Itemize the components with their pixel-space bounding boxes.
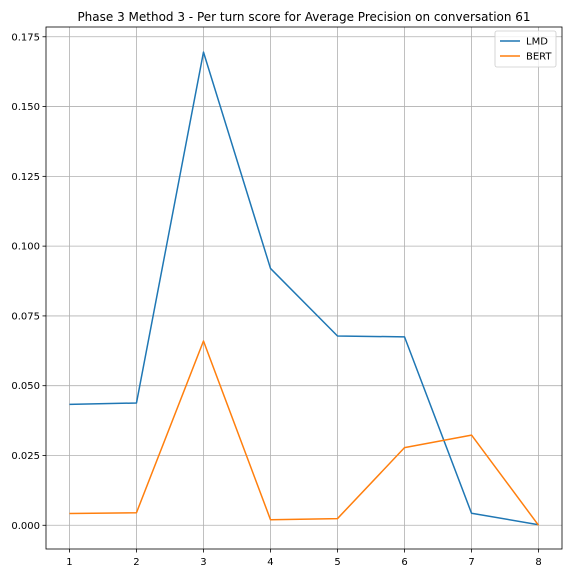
x-tick-label: 3 xyxy=(200,557,206,568)
y-tick-label: 0.075 xyxy=(11,311,40,322)
y-tick-label: 0.150 xyxy=(11,102,40,113)
legend-label-bert: BERT xyxy=(526,52,552,63)
y-tick-label: 0.025 xyxy=(11,451,40,462)
x-tick-label: 7 xyxy=(468,557,474,568)
y-tick-label: 0.000 xyxy=(11,521,40,532)
x-tick-label: 2 xyxy=(133,557,139,568)
x-tick-label: 6 xyxy=(401,557,407,568)
x-tick-label: 8 xyxy=(535,557,541,568)
x-tick-label: 5 xyxy=(334,557,340,568)
series-lines xyxy=(69,51,540,526)
y-tick-label: 0.100 xyxy=(11,242,40,253)
legend: LMD BERT xyxy=(494,30,557,68)
series-line-lmd xyxy=(69,51,539,526)
y-tick-label: 0.050 xyxy=(11,381,40,392)
chart-title: Phase 3 Method 3 - Per turn score for Av… xyxy=(77,10,530,24)
legend-label-lmd: LMD xyxy=(526,37,548,48)
x-tick-label: 1 xyxy=(66,557,72,568)
plot-frame xyxy=(45,26,563,550)
y-tick-label: 0.125 xyxy=(11,172,40,183)
legend-box xyxy=(494,30,557,68)
grid-lines xyxy=(46,27,562,549)
y-axis: 0.000 0.025 0.050 0.075 0.100 0.125 0.150 0.175 xyxy=(11,32,46,532)
x-axis: 1 2 3 4 5 6 7 8 xyxy=(66,549,542,568)
y-tick-label: 0.175 xyxy=(11,32,40,43)
series-line-bert xyxy=(69,340,540,526)
x-tick-label: 4 xyxy=(267,557,273,568)
